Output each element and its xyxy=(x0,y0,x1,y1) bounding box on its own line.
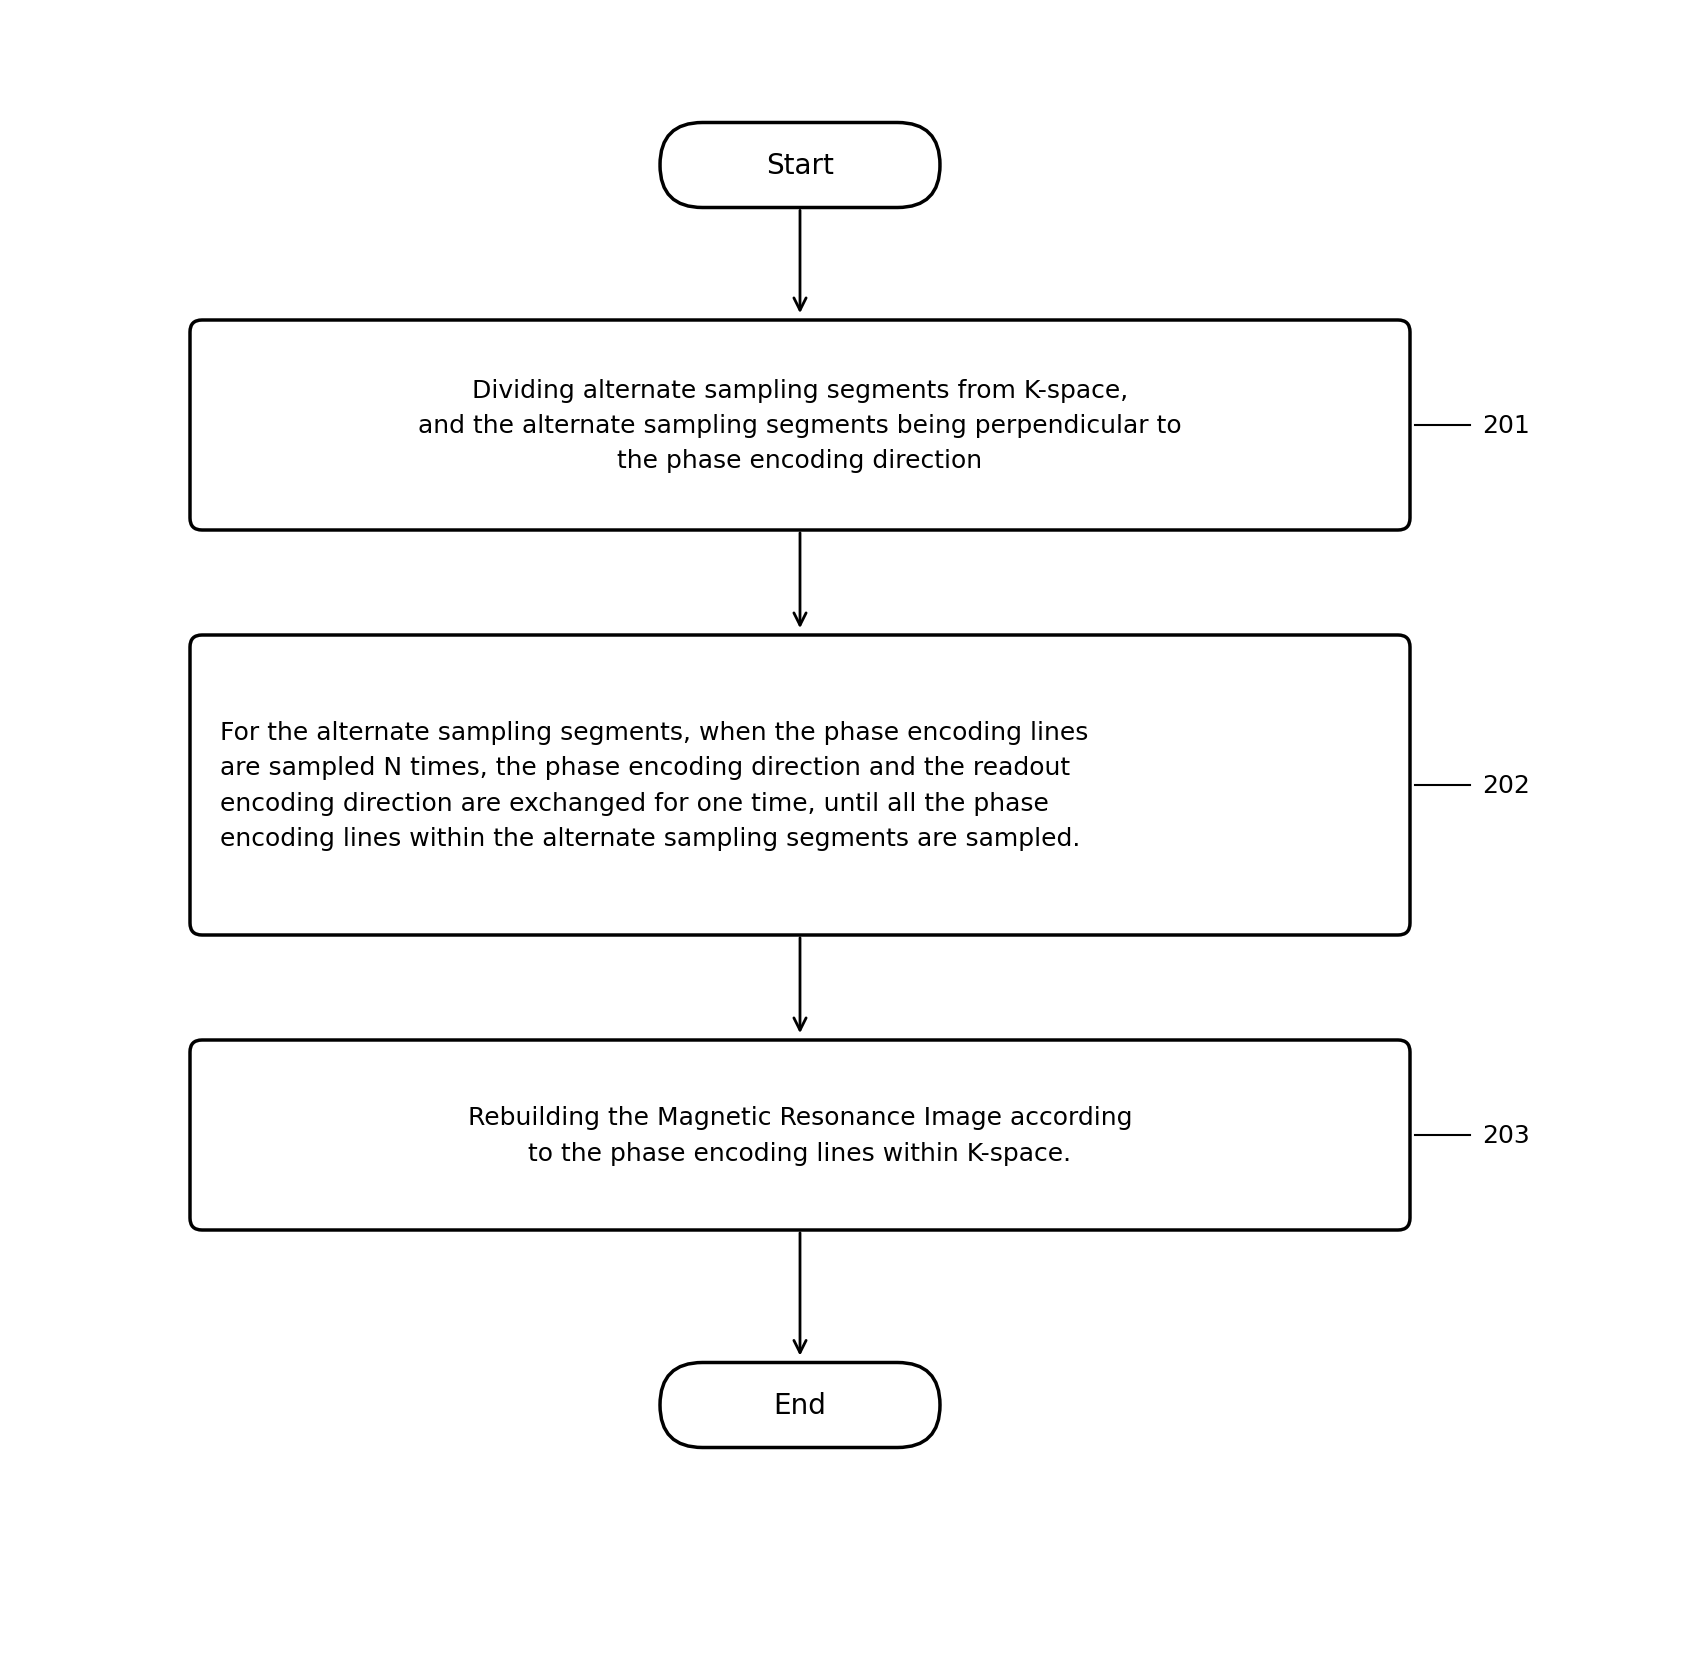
Text: 203: 203 xyxy=(1482,1124,1530,1147)
Text: Rebuilding the Magnetic Resonance Image according
to the phase encoding lines wi: Rebuilding the Magnetic Resonance Image … xyxy=(468,1106,1132,1165)
FancyBboxPatch shape xyxy=(190,1041,1409,1230)
Text: Start: Start xyxy=(767,152,835,180)
Text: Dividing alternate sampling segments from K-space,
and the alternate sampling se: Dividing alternate sampling segments fro… xyxy=(418,379,1182,473)
Text: 202: 202 xyxy=(1482,773,1530,798)
Text: For the alternate sampling segments, when the phase encoding lines
are sampled N: For the alternate sampling segments, whe… xyxy=(219,720,1088,851)
FancyBboxPatch shape xyxy=(190,321,1409,531)
Text: 201: 201 xyxy=(1482,414,1530,437)
Text: End: End xyxy=(774,1392,826,1418)
FancyBboxPatch shape xyxy=(190,636,1409,935)
FancyBboxPatch shape xyxy=(660,124,940,209)
FancyBboxPatch shape xyxy=(660,1362,940,1448)
